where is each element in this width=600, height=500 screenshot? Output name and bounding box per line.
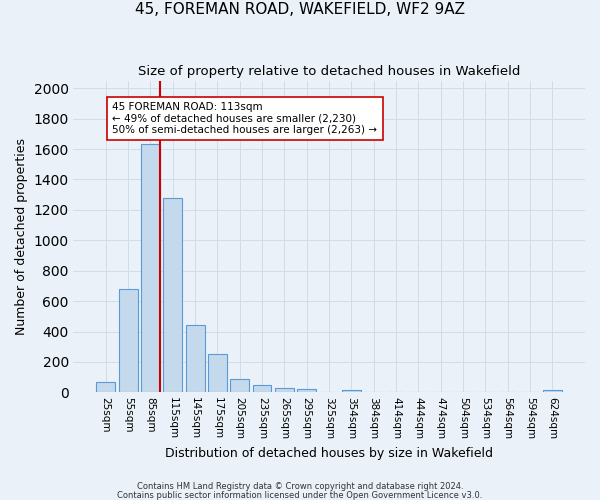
Bar — [185, 326, 205, 392]
Bar — [342, 390, 361, 392]
Bar — [163, 198, 182, 392]
Bar — [253, 385, 271, 392]
Bar — [119, 289, 137, 393]
Bar — [297, 388, 316, 392]
Bar — [96, 382, 115, 392]
Bar — [543, 390, 562, 392]
Bar — [141, 144, 160, 392]
Text: Contains public sector information licensed under the Open Government Licence v3: Contains public sector information licen… — [118, 490, 482, 500]
Text: Contains HM Land Registry data © Crown copyright and database right 2024.: Contains HM Land Registry data © Crown c… — [137, 482, 463, 491]
Title: Size of property relative to detached houses in Wakefield: Size of property relative to detached ho… — [138, 65, 520, 78]
Bar — [275, 388, 294, 392]
Bar — [208, 354, 227, 393]
Y-axis label: Number of detached properties: Number of detached properties — [15, 138, 28, 335]
Text: 45 FOREMAN ROAD: 113sqm
← 49% of detached houses are smaller (2,230)
50% of semi: 45 FOREMAN ROAD: 113sqm ← 49% of detache… — [112, 102, 377, 135]
X-axis label: Distribution of detached houses by size in Wakefield: Distribution of detached houses by size … — [165, 447, 493, 460]
Text: 45, FOREMAN ROAD, WAKEFIELD, WF2 9AZ: 45, FOREMAN ROAD, WAKEFIELD, WF2 9AZ — [135, 2, 465, 18]
Bar — [230, 378, 249, 392]
